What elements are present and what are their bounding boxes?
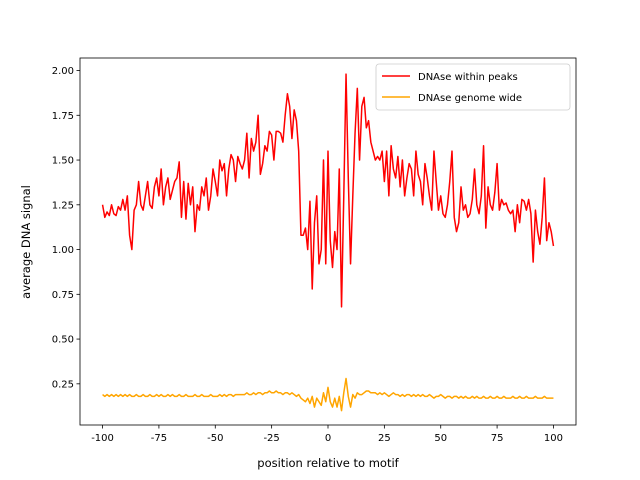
y-tick-label: 0.75 [52, 290, 74, 301]
y-axis-label: average DNA signal [19, 185, 33, 299]
y-tick-label: 2.00 [52, 66, 74, 77]
x-tick-label: -75 [151, 433, 167, 444]
y-tick-label: 0.25 [52, 379, 74, 390]
y-tick-label: 1.25 [52, 200, 74, 211]
y-tick-label: 1.75 [52, 111, 74, 122]
x-axis-label: position relative to motif [257, 456, 399, 470]
x-tick-label: -50 [207, 433, 223, 444]
legend-label: DNAse within peaks [418, 72, 518, 83]
series-line [101, 73, 555, 308]
legend-label: DNAse genome wide [418, 93, 522, 104]
y-tick-label: 0.50 [52, 335, 74, 346]
x-tick-label: 25 [378, 433, 391, 444]
x-tick-label: 75 [491, 433, 504, 444]
x-tick-label: -25 [263, 433, 279, 444]
plot-frame [79, 57, 577, 426]
legend-box [375, 63, 571, 111]
y-tick-label: 1.50 [52, 156, 74, 167]
x-tick-label: 0 [325, 433, 331, 444]
x-tick-label: 100 [544, 433, 563, 444]
y-tick-label: 1.00 [52, 245, 74, 256]
x-tick-label: 50 [434, 433, 447, 444]
x-tick-label: -100 [91, 433, 114, 444]
series-line [102, 377, 554, 412]
